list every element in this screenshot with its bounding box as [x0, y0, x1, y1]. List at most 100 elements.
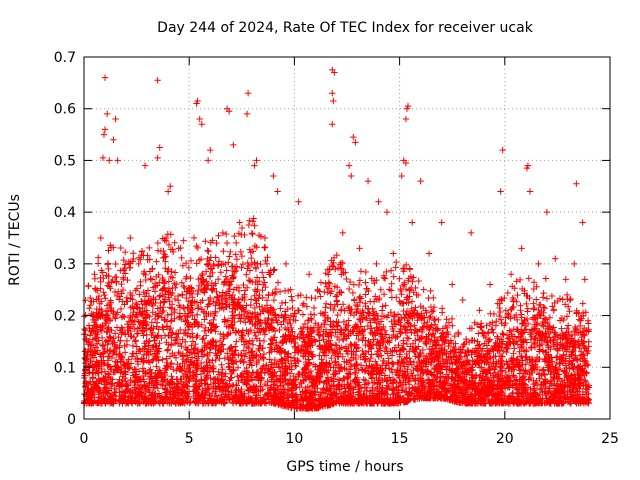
data-point — [187, 398, 194, 406]
data-point — [129, 342, 137, 350]
data-point — [517, 344, 525, 351]
data-point — [244, 259, 251, 267]
data-point — [356, 299, 364, 306]
data-point — [168, 373, 175, 380]
data-point — [410, 359, 418, 366]
data-point — [226, 253, 233, 260]
data-point — [331, 359, 339, 366]
data-point — [372, 358, 379, 365]
data-point — [352, 355, 360, 363]
data-point — [494, 333, 501, 340]
data-point — [563, 325, 571, 332]
data-point — [517, 352, 525, 360]
data-point — [396, 351, 403, 358]
data-point — [261, 331, 269, 338]
data-point — [151, 288, 159, 295]
data-point — [338, 306, 345, 313]
data-point — [110, 335, 117, 342]
data-point — [256, 291, 263, 299]
data-point — [440, 360, 447, 367]
data-point — [342, 388, 349, 395]
data-point — [165, 332, 172, 340]
data-point — [450, 353, 457, 360]
data-point — [334, 311, 341, 319]
data-point — [419, 366, 426, 373]
data-point — [210, 316, 217, 324]
data-point — [362, 291, 369, 298]
data-point — [542, 392, 549, 399]
data-point — [121, 349, 129, 356]
data-point — [238, 311, 245, 319]
data-point — [238, 356, 246, 364]
data-point — [86, 368, 93, 376]
data-point — [224, 332, 231, 339]
data-point — [86, 305, 93, 312]
data-point — [210, 365, 217, 372]
data-point — [355, 335, 362, 343]
data-point — [379, 303, 386, 310]
data-point — [386, 374, 393, 381]
data-point — [270, 296, 278, 304]
data-point — [147, 366, 154, 373]
data-point — [173, 375, 181, 383]
data-point — [527, 336, 535, 343]
data-point — [543, 295, 551, 302]
data-point — [328, 354, 335, 362]
data-point — [331, 341, 339, 349]
data-point — [451, 332, 458, 340]
data-point — [238, 352, 245, 359]
data-point — [164, 347, 171, 354]
data-point — [498, 357, 505, 364]
data-point — [412, 337, 419, 344]
data-point — [123, 294, 131, 301]
data-point — [337, 288, 345, 296]
data-point — [518, 311, 525, 318]
data-point — [146, 359, 154, 366]
data-point — [395, 342, 402, 349]
data-point — [530, 339, 538, 347]
data-point — [409, 384, 416, 391]
data-point — [355, 315, 363, 323]
data-point — [178, 279, 186, 286]
data-point — [505, 335, 512, 342]
data-point — [139, 304, 146, 312]
data-point — [197, 359, 205, 367]
data-point — [290, 354, 298, 362]
data-point — [237, 315, 245, 322]
data-point — [234, 364, 242, 371]
data-point — [502, 314, 509, 321]
data-point — [538, 322, 546, 329]
data-point — [113, 324, 121, 331]
data-point — [225, 360, 232, 367]
data-point — [277, 305, 284, 312]
data-point — [531, 340, 539, 348]
data-point — [398, 329, 406, 336]
data-point — [183, 357, 190, 365]
data-point — [240, 359, 247, 366]
data-point — [518, 343, 526, 350]
data-point — [433, 378, 440, 385]
data-point — [382, 344, 389, 351]
data-point — [346, 278, 354, 286]
data-point — [233, 338, 240, 345]
data-point — [112, 260, 119, 268]
data-point — [225, 330, 232, 338]
data-point — [168, 317, 175, 324]
data-point — [364, 322, 372, 330]
data-point — [224, 317, 232, 324]
data-point — [556, 353, 563, 360]
data-point — [207, 265, 214, 273]
data-point — [385, 311, 392, 319]
data-point — [483, 342, 490, 349]
data-point — [140, 332, 147, 339]
data-point — [171, 339, 179, 347]
data-point — [237, 350, 245, 358]
data-point — [273, 339, 280, 346]
data-point — [210, 323, 217, 330]
data-point — [239, 260, 247, 268]
data-point — [131, 325, 138, 333]
data-point — [265, 291, 272, 298]
data-point — [522, 361, 529, 368]
data-point — [252, 332, 259, 340]
data-point — [237, 358, 244, 365]
